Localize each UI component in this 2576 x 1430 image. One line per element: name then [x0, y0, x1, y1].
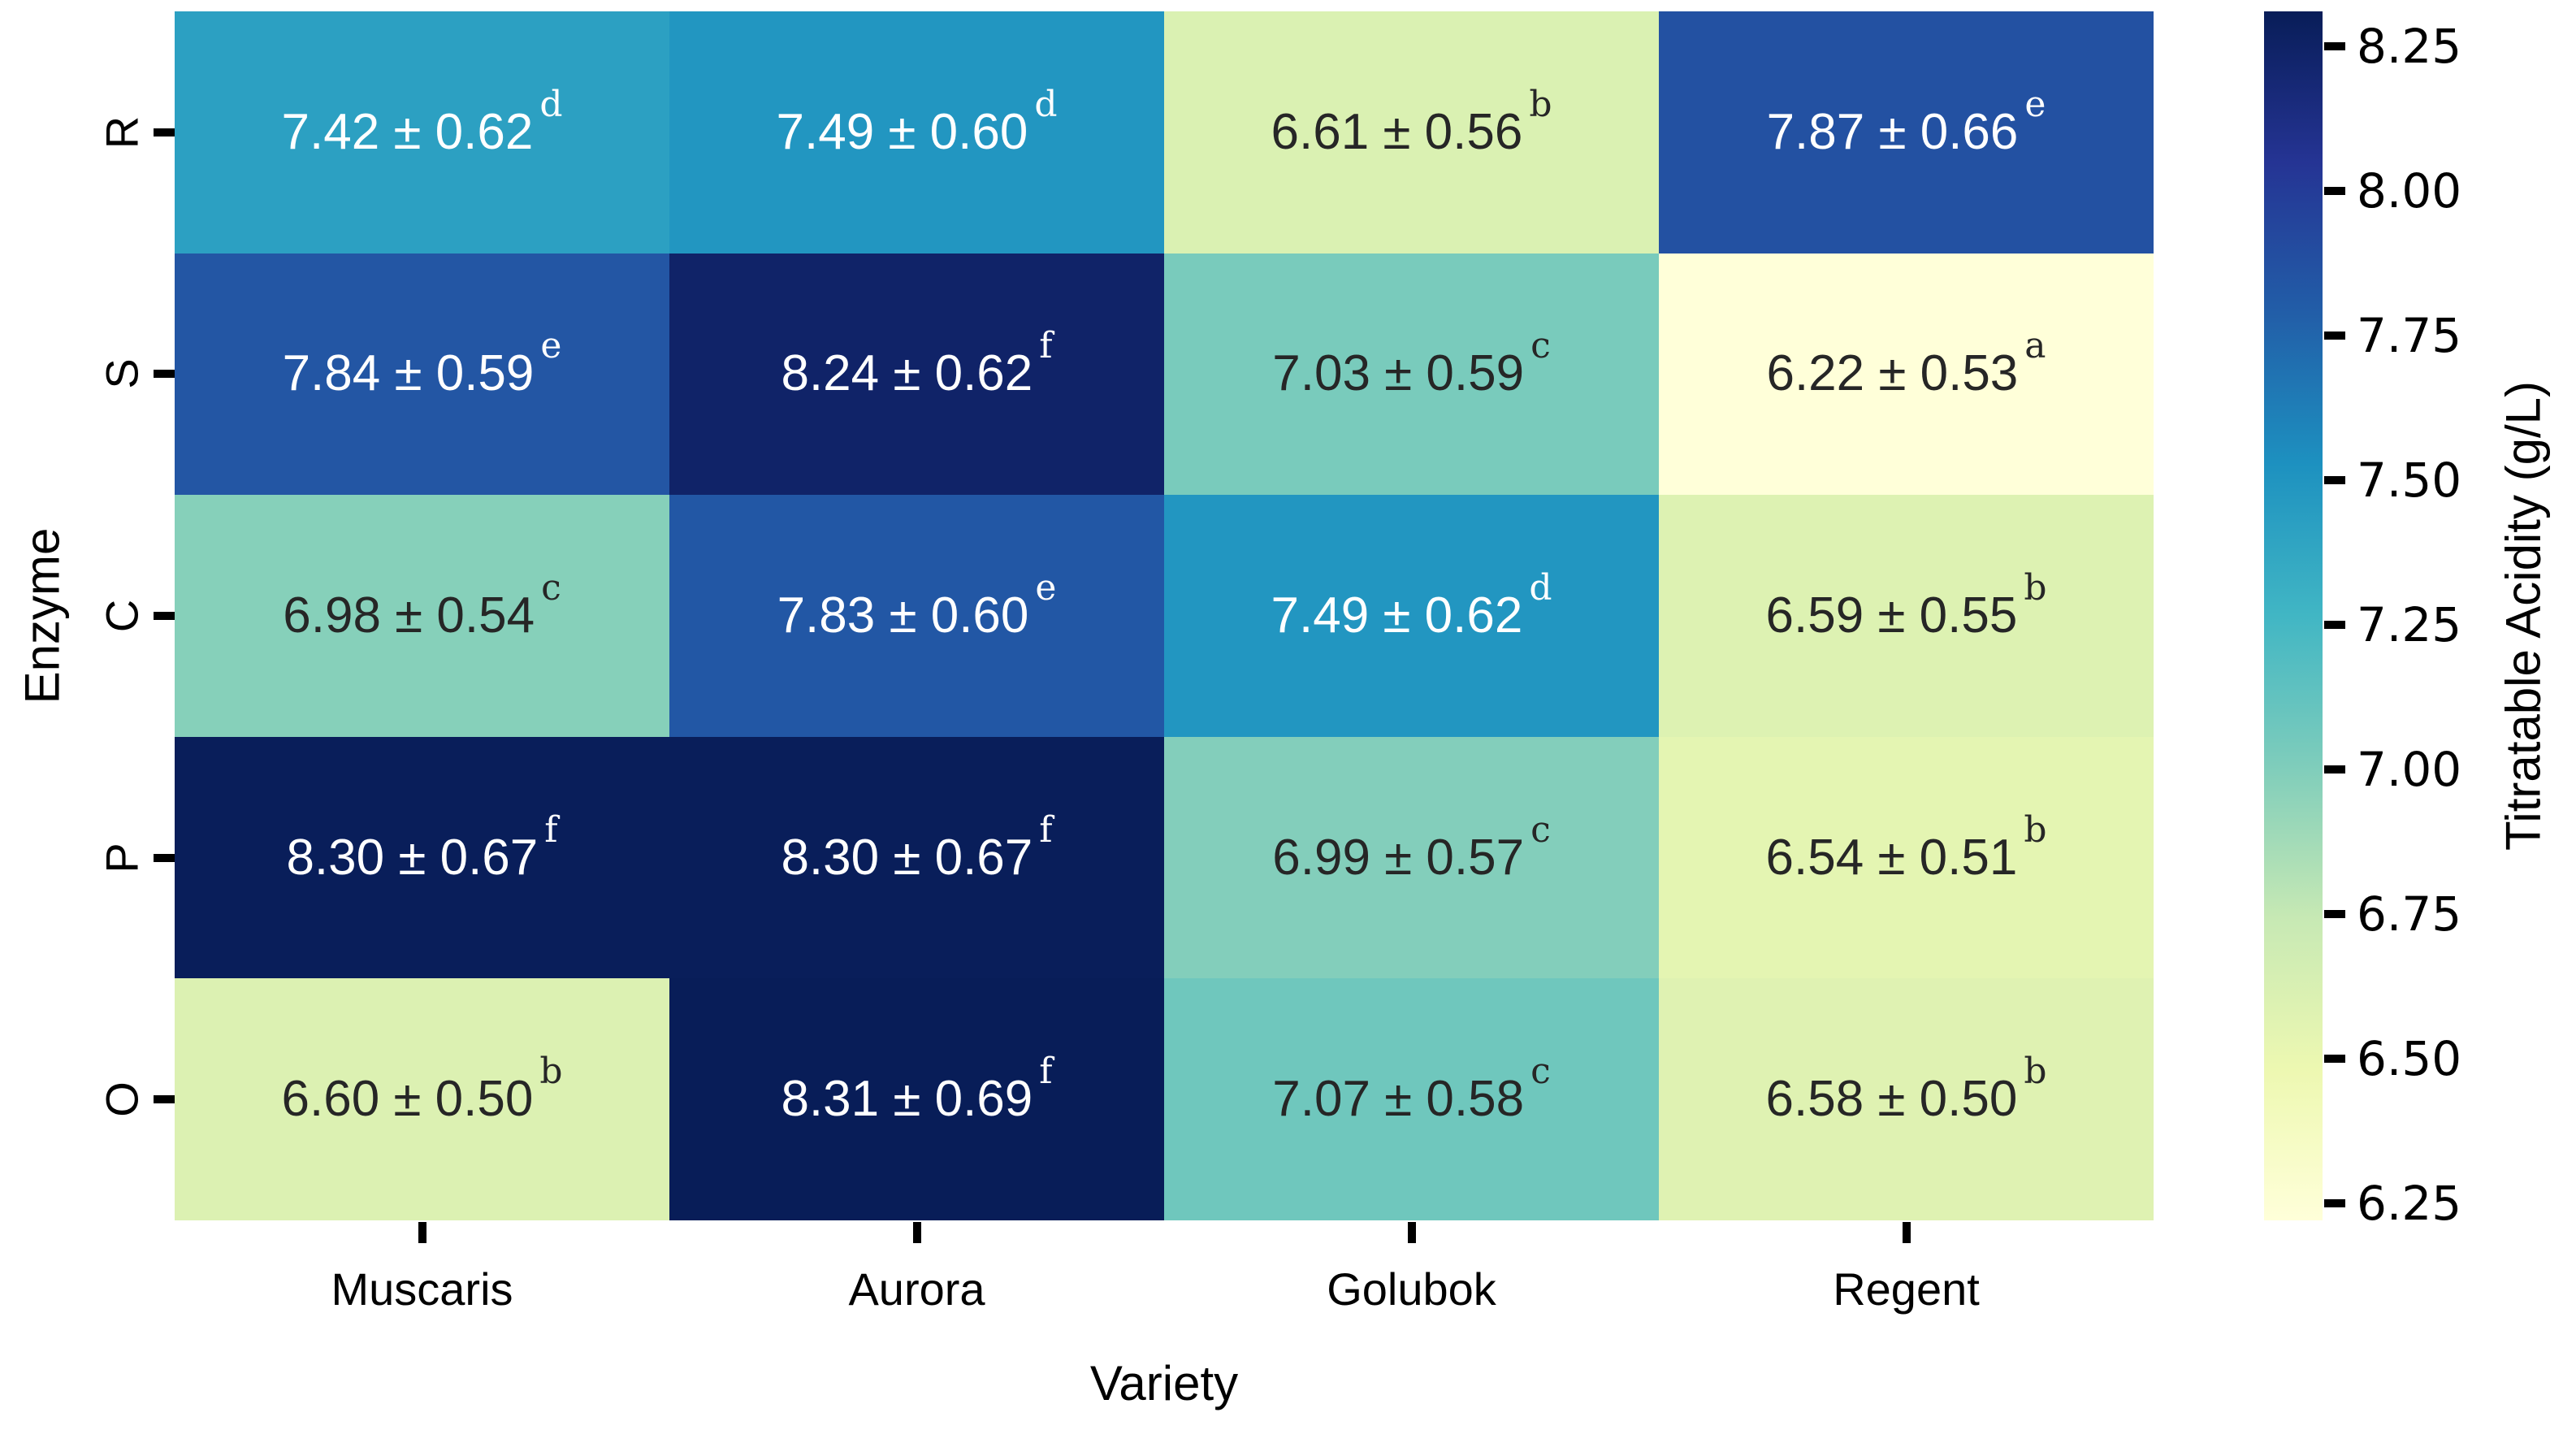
heatmap-cell-S-Golubok: 7.03 ± 0.59 c: [1164, 253, 1659, 496]
heatmap-cell-S-Muscaris: 7.84 ± 0.59 e: [175, 253, 669, 496]
x-tick-mark: [1902, 1222, 1911, 1243]
heatmap-cell-C-Golubok: 7.49 ± 0.62 d: [1164, 495, 1659, 737]
colorbar-tick-mark: [2324, 186, 2345, 195]
colorbar-tick-label-6.25: 6.25: [2357, 1175, 2462, 1231]
colorbar-tick-label-7.25: 7.25: [2357, 596, 2462, 652]
y-tick-label-C: C: [96, 599, 148, 633]
y-tick-label-R: R: [96, 115, 148, 150]
heatmap-cell-O-Muscaris: 6.60 ± 0.50 b: [175, 978, 669, 1220]
heatmap-grid: 7.42 ± 0.62 d 7.49 ± 0.60 d 6.61 ± 0.56 b 7.87…: [175, 11, 2154, 1220]
cell-value: 7.84 ± 0.59: [282, 345, 535, 402]
y-axis-label: Enzyme: [15, 527, 70, 704]
cell-value: 8.24 ± 0.62: [781, 345, 1033, 402]
cell-value: 6.54 ± 0.51: [1765, 829, 2018, 886]
colorbar-tick-label-8.00: 8.00: [2357, 162, 2462, 219]
heatmap-cell-C-Muscaris: 6.98 ± 0.54 c: [175, 495, 669, 737]
cell-value: 7.49 ± 0.62: [1271, 587, 1523, 644]
colorbar-tick-mark: [2324, 1054, 2345, 1063]
cell-value: 7.49 ± 0.60: [776, 103, 1028, 160]
colorbar-tick-mark: [2324, 620, 2345, 629]
heatmap-cell-P-Golubok: 6.99 ± 0.57 c: [1164, 736, 1659, 979]
colorbar-tick-label-8.25: 8.25: [2357, 18, 2462, 74]
heatmap-cell-O-Aurora: 8.31 ± 0.69 f: [669, 978, 1164, 1220]
x-tick-label-Muscaris: Muscaris: [331, 1263, 513, 1315]
cell-value: 7.42 ± 0.62: [281, 103, 534, 160]
heatmap-cell-C-Aurora: 7.83 ± 0.60 e: [669, 495, 1164, 737]
colorbar: [2264, 11, 2323, 1220]
cell-value: 6.60 ± 0.50: [281, 1071, 534, 1128]
colorbar-label: Titratable Acidity (g/L): [2496, 381, 2551, 851]
heatmap-cell-R-Muscaris: 7.42 ± 0.62 d: [175, 11, 669, 254]
heatmap-cell-P-Aurora: 8.30 ± 0.67 f: [669, 736, 1164, 979]
cell-value: 7.83 ± 0.60: [777, 587, 1029, 644]
colorbar-tick-mark: [2324, 1198, 2345, 1207]
x-tick-mark: [418, 1222, 426, 1243]
colorbar-tick-label-7.75: 7.75: [2357, 307, 2462, 363]
cell-value: 8.30 ± 0.67: [781, 829, 1033, 886]
colorbar-tick-label-7.00: 7.00: [2357, 741, 2462, 797]
y-tick-mark: [154, 370, 175, 379]
colorbar-tick-label-6.75: 6.75: [2357, 886, 2462, 942]
cell-value: 6.22 ± 0.53: [1766, 345, 2019, 402]
colorbar-tick-mark: [2324, 909, 2345, 918]
heatmap-cell-R-Golubok: 6.61 ± 0.56 b: [1164, 11, 1659, 254]
x-tick-mark: [912, 1222, 921, 1243]
x-tick-label-Golubok: Golubok: [1327, 1263, 1496, 1315]
x-axis-label: Variety: [1089, 1356, 1239, 1410]
cell-value: 8.31 ± 0.69: [781, 1071, 1033, 1128]
y-tick-label-S: S: [96, 358, 148, 390]
y-tick-mark: [154, 853, 175, 862]
x-tick-mark: [1407, 1222, 1416, 1243]
cell-value: 7.03 ± 0.59: [1272, 345, 1525, 402]
x-tick-label-Regent: Regent: [1833, 1263, 1980, 1315]
cell-value: 8.30 ± 0.67: [286, 829, 539, 886]
y-tick-mark: [154, 128, 175, 136]
cell-value: 6.61 ± 0.56: [1271, 103, 1523, 160]
y-tick-label-O: O: [96, 1081, 148, 1117]
colorbar-tick-label-7.50: 7.50: [2357, 452, 2462, 508]
y-tick-label-P: P: [96, 842, 148, 873]
colorbar-tick-mark: [2324, 475, 2345, 484]
cell-value: 6.98 ± 0.54: [283, 587, 535, 644]
colorbar-tick-mark: [2324, 331, 2345, 340]
cell-value: 6.58 ± 0.50: [1765, 1071, 2018, 1128]
heatmap-cell-S-Regent: 6.22 ± 0.53 a: [1659, 253, 2154, 496]
heatmap-cell-R-Aurora: 7.49 ± 0.60 d: [669, 11, 1164, 254]
heatmap-cell-O-Golubok: 7.07 ± 0.58 c: [1164, 978, 1659, 1220]
colorbar-tick-label-6.50: 6.50: [2357, 1030, 2462, 1086]
cell-value: 6.59 ± 0.55: [1765, 587, 2018, 644]
colorbar-tick-mark: [2324, 765, 2345, 774]
y-tick-mark: [154, 612, 175, 620]
cell-value: 6.99 ± 0.57: [1272, 829, 1525, 886]
y-tick-mark: [154, 1095, 175, 1104]
colorbar-tick-mark: [2324, 41, 2345, 50]
heatmap-cell-R-Regent: 7.87 ± 0.66 e: [1659, 11, 2154, 254]
heatmap-cell-P-Regent: 6.54 ± 0.51 b: [1659, 736, 2154, 979]
heatmap-cell-O-Regent: 6.58 ± 0.50 b: [1659, 978, 2154, 1220]
heatmap-cell-C-Regent: 6.59 ± 0.55 b: [1659, 495, 2154, 737]
cell-value: 7.87 ± 0.66: [1766, 103, 2019, 160]
heatmap-cell-P-Muscaris: 8.30 ± 0.67 f: [175, 736, 669, 979]
cell-value: 7.07 ± 0.58: [1272, 1071, 1525, 1128]
x-tick-label-Aurora: Aurora: [848, 1263, 985, 1315]
heatmap-cell-S-Aurora: 8.24 ± 0.62 f: [669, 253, 1164, 496]
